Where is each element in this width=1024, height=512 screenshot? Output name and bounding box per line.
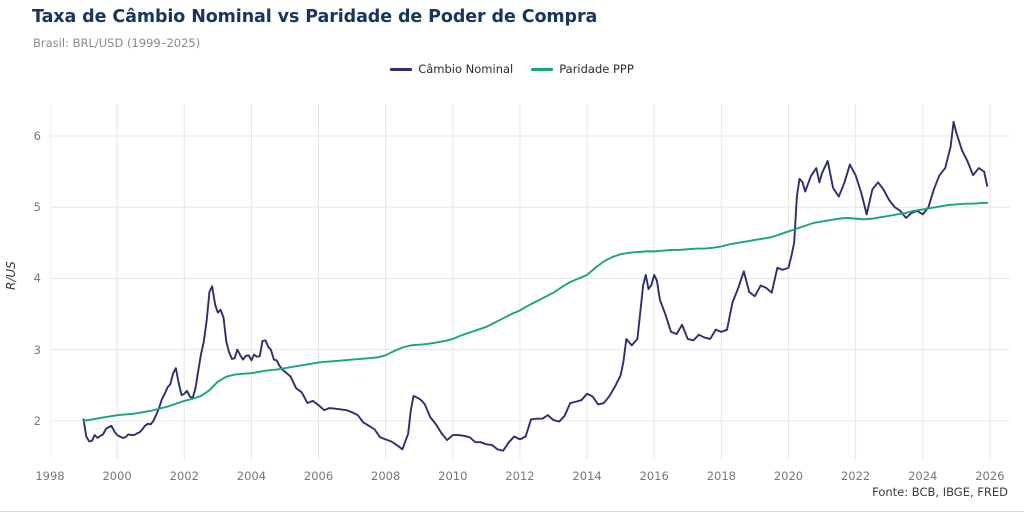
legend-label: Paridade PPP: [559, 62, 634, 76]
y-axis-label: R/US: [4, 261, 18, 290]
legend-item-0[interactable]: Câmbio Nominal: [390, 62, 513, 76]
x-tick-label: 2008: [371, 469, 401, 483]
page-title: Taxa de Câmbio Nominal vs Paridade de Po…: [32, 7, 598, 27]
series-line-1: [82, 202, 989, 422]
y-tick-label: 3: [33, 342, 41, 357]
y-tick-label: 5: [33, 200, 41, 215]
series-line-0: [82, 120, 989, 452]
series-lines: [82, 120, 989, 452]
x-tick-label: 2026: [975, 469, 1005, 483]
legend-item-1[interactable]: Paridade PPP: [531, 62, 634, 76]
x-tick-label: 2018: [706, 469, 736, 483]
x-tick-label: 2016: [639, 469, 669, 483]
x-tick-label: 2022: [840, 469, 871, 483]
x-tick-label: 2002: [169, 469, 199, 483]
x-tick-label: 2010: [438, 469, 468, 483]
chart-canvas: [50, 104, 1010, 460]
chart-legend: Câmbio Nominal Paridade PPP: [0, 62, 1024, 76]
chart-subtitle: Brasil: BRL/USD (1999–2025): [33, 36, 201, 50]
x-tick-label: 2014: [572, 469, 602, 483]
x-tick-label: 2012: [505, 469, 535, 483]
plot-area: 2 3 4 5 6 1998 2000 2002 2004 2006 2008 2010 2012 20…: [34, 104, 1010, 483]
x-tick-label: 2000: [102, 469, 132, 483]
grid-lines: [50, 104, 1010, 460]
source-note: Fonte: BCB, IBGE, FRED: [872, 485, 1008, 499]
y-tick-label: 2: [33, 413, 41, 428]
legend-swatch-icon: [531, 67, 554, 71]
legend-swatch-icon: [390, 67, 413, 71]
x-tick-label: 2004: [236, 469, 267, 483]
legend-label: Câmbio Nominal: [418, 62, 514, 76]
y-tick-label: 6: [33, 129, 41, 144]
y-tick-label: 4: [33, 271, 41, 286]
x-tick-label: 2006: [303, 469, 334, 483]
x-tick-label: 2020: [773, 469, 804, 483]
x-tick-label: 2024: [908, 469, 938, 483]
x-tick-label: 1998: [35, 469, 65, 483]
